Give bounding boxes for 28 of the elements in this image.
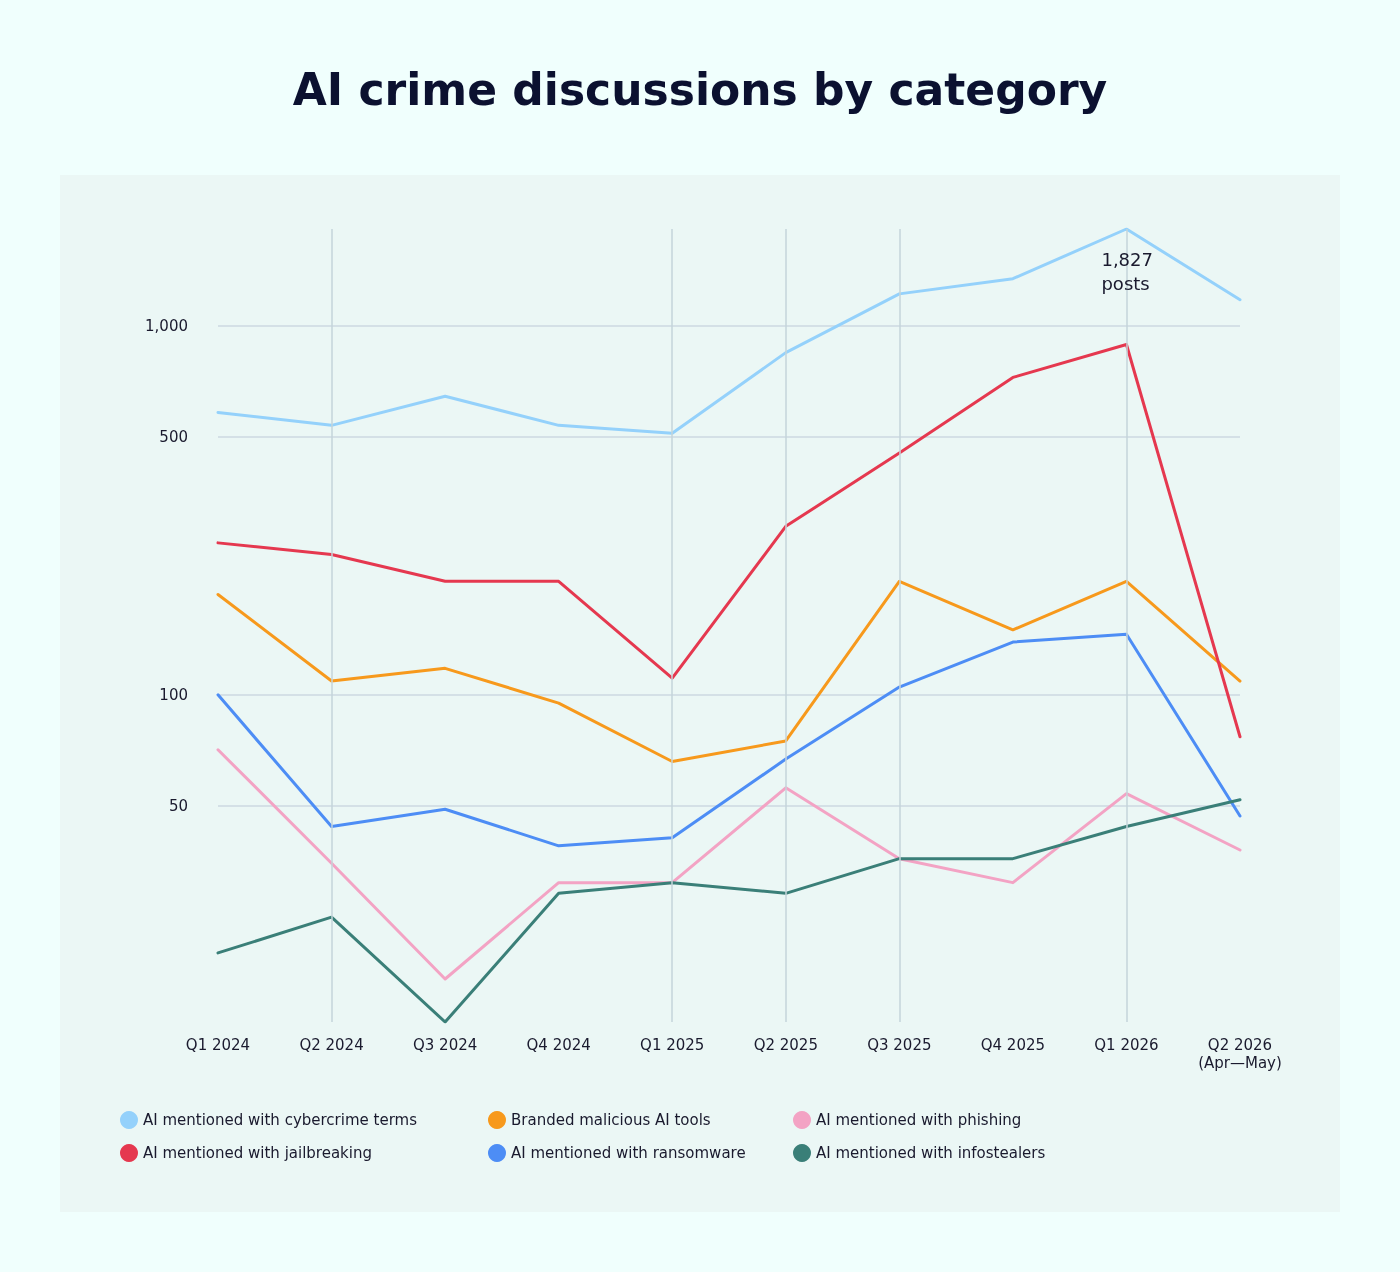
- y-tick-label: 50: [168, 797, 188, 815]
- legend-label: AI mentioned with ransomware: [511, 1144, 746, 1162]
- line-series: [216, 632, 1242, 848]
- x-tick-label: Q2 2024: [299, 1036, 364, 1054]
- line-series: [216, 343, 1242, 739]
- line-series: [216, 748, 1242, 981]
- legend-label: AI mentioned with cybercrime terms: [143, 1111, 418, 1129]
- chart-title: AI crime discussions by category: [292, 63, 1108, 115]
- y-tick-label: 100: [159, 685, 188, 704]
- line-series: [216, 798, 1242, 1024]
- x-tick-label: Q1 2026: [1094, 1036, 1159, 1054]
- x-tick-label: Q1 2025: [640, 1036, 705, 1054]
- x-tick-label: Q3 2024: [412, 1036, 478, 1054]
- y-tick-label: 1,000: [145, 316, 188, 335]
- x-tick-label: Q1 2024: [185, 1036, 251, 1054]
- line-series: [216, 227, 1242, 435]
- line-series: [216, 579, 1242, 763]
- x-tick-label: Q4 2025: [980, 1036, 1046, 1054]
- legend-label: AI mentioned with phishing: [816, 1111, 1022, 1129]
- x-tick-label: Q4 2024: [526, 1036, 591, 1054]
- annotation: 1,827 posts: [1101, 248, 1153, 294]
- x-tick-label: Q3 2025: [867, 1036, 932, 1054]
- x-tick-label: Q2 2026 (Apr—May): [1198, 1036, 1282, 1072]
- legend-label: Branded malicious AI tools: [511, 1111, 711, 1129]
- legend-label: AI mentioned with jailbreaking: [143, 1144, 372, 1162]
- legend-label: AI mentioned with infostealers: [816, 1144, 1046, 1162]
- y-tick-label: 500: [159, 427, 188, 446]
- x-tick-label: Q2 2025: [753, 1036, 818, 1054]
